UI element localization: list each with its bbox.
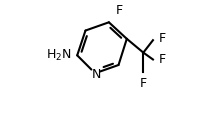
Text: N: N [92, 68, 101, 81]
Text: H$_2$N: H$_2$N [46, 48, 72, 63]
Text: F: F [140, 77, 147, 90]
Text: F: F [159, 53, 166, 66]
Text: F: F [116, 4, 123, 17]
Text: F: F [159, 32, 166, 45]
